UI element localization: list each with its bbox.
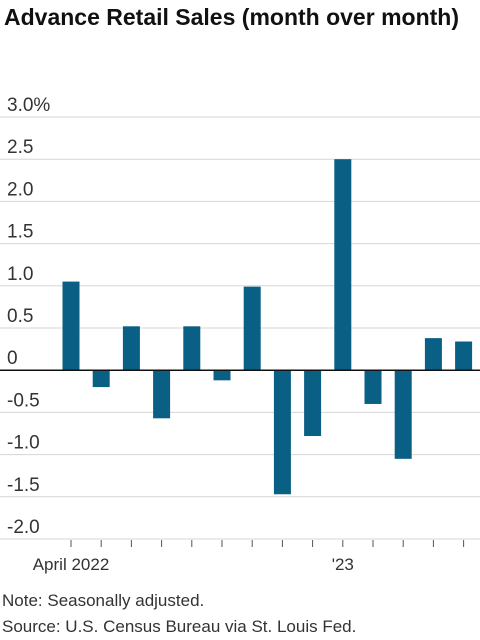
bar-jan-2023	[334, 159, 352, 371]
y-tick-label: 2.0	[7, 179, 33, 200]
y-tick-label: 0	[7, 348, 18, 369]
y-tick-label: -1.5	[7, 475, 40, 496]
bar-nov-2022	[273, 370, 291, 495]
y-tick-label: 1.5	[7, 222, 33, 243]
bar-aug-2022	[183, 326, 201, 371]
bar-apr-2022	[62, 281, 80, 371]
bar-chart: 3.0% 2.5 2.0 1.5 1.0 0.5 0 -0.5 -1.0 -1.5 -2.0 Apri…	[0, 95, 480, 574]
bar-oct-2022	[243, 286, 261, 371]
bars	[62, 159, 473, 495]
bar-jun-2022	[122, 326, 140, 371]
y-tick-label: 3.0%	[7, 95, 50, 116]
tick-labels: 3.0% 2.5 2.0 1.5 1.0 0.5 0 -0.5 -1.0 -1.5 -2.0 Apri…	[7, 95, 354, 574]
bar-may-2023	[455, 341, 473, 371]
y-tick-label: -1.0	[7, 433, 40, 454]
bar-apr-2023	[424, 338, 442, 371]
chart-source: Source: U.S. Census Bureau via St. Louis…	[2, 617, 357, 636]
chart-title: Advance Retail Sales (month over month)	[4, 4, 459, 30]
y-tick-label: 1.0	[7, 264, 33, 285]
y-tick-label: -0.5	[7, 390, 40, 411]
bar-mar-2023	[394, 370, 412, 459]
bar-may-2022	[92, 370, 110, 388]
bar-sep-2022	[213, 370, 231, 381]
bar-dec-2022	[304, 370, 322, 437]
y-tick-label: -2.0	[7, 517, 40, 538]
y-tick-label: 2.5	[7, 137, 33, 158]
y-tick-label: 0.5	[7, 306, 33, 327]
x-tick-label: April 2022	[33, 555, 110, 574]
x-tick-label: '23	[332, 555, 354, 574]
bar-feb-2023	[364, 370, 382, 404]
chart-note: Note: Seasonally adjusted.	[2, 591, 205, 610]
axes	[0, 369, 480, 547]
bar-jul-2022	[153, 370, 171, 419]
